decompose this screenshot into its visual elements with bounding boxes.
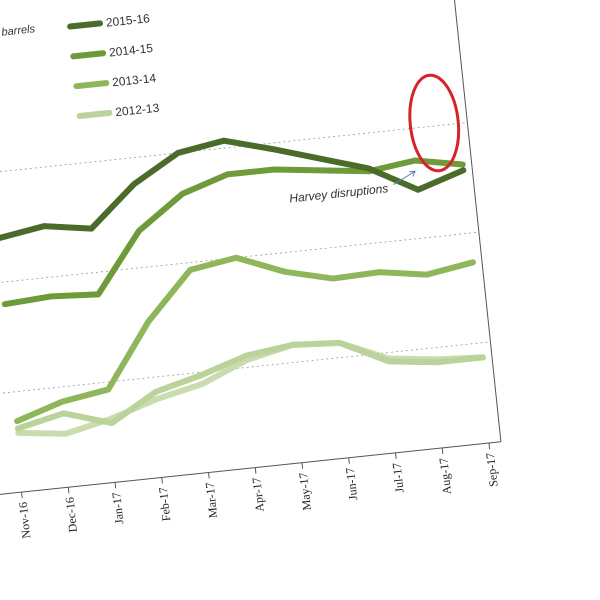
x-tick-mark [67, 487, 70, 494]
legend-label: 2012-13 [115, 101, 161, 120]
annotation-arrowhead [409, 170, 416, 177]
gridline-1 [0, 341, 491, 400]
annotation-arrow-line [393, 170, 416, 186]
x-axis-ticks: Nov-16 Dec-16 Jan-17 Feb-17 Mar-17 Apr-17 May-… [16, 442, 501, 539]
x-tick-label: Sep-17 [483, 452, 500, 487]
x-tick-label: Jun-17 [343, 467, 360, 501]
gridline-2 [0, 231, 479, 290]
legend-swatch [67, 20, 103, 30]
legend-swatch [76, 109, 113, 120]
x-tick-label: Nov-16 [16, 501, 34, 539]
highlight-circle [408, 73, 461, 173]
tilted-page: Nov-16 Dec-16 Jan-17 Feb-17 Mar-17 Apr-17 May-… [0, 0, 504, 540]
gridlines [0, 122, 491, 400]
x-tick-mark [161, 477, 163, 484]
x-tick-mark [254, 467, 257, 474]
x-axis [0, 441, 501, 500]
x-tick-mark [395, 452, 397, 459]
series-line-2012-13 [14, 339, 487, 432]
legend-label: 2015-16 [105, 11, 151, 30]
x-tick-label: Jan-17 [109, 492, 126, 525]
x-tick-label: Dec-16 [62, 496, 80, 533]
x-tick-mark [301, 462, 304, 469]
page-background [0, 0, 504, 517]
gridline-3 [0, 122, 468, 180]
series-line-2013-14 [14, 254, 477, 425]
series-layer [0, 137, 487, 437]
plot-right-border [450, 0, 502, 442]
x-tick-label: Feb-17 [156, 487, 173, 522]
x-tick-mark [208, 472, 210, 479]
x-tick-mark [488, 442, 491, 450]
x-tick-mark [21, 492, 23, 499]
legend-swatch [70, 50, 107, 60]
x-tick-label: Aug-17 [436, 457, 454, 495]
x-tick-label: Apr-17 [249, 477, 267, 513]
x-tick-mark [348, 457, 350, 464]
x-tick-mark [441, 447, 444, 454]
legend-label: 2014-15 [108, 41, 154, 60]
x-tick-label: Jul-17 [390, 462, 407, 493]
legend-label: 2013-14 [111, 71, 157, 90]
x-tick-mark [114, 482, 117, 489]
legend-swatch [73, 80, 110, 90]
x-tick-label: May-17 [296, 472, 314, 511]
x-tick-label: Mar-17 [203, 482, 221, 519]
series-line-2014-15 [1, 157, 466, 308]
series-line-2015-16 [0, 137, 467, 242]
